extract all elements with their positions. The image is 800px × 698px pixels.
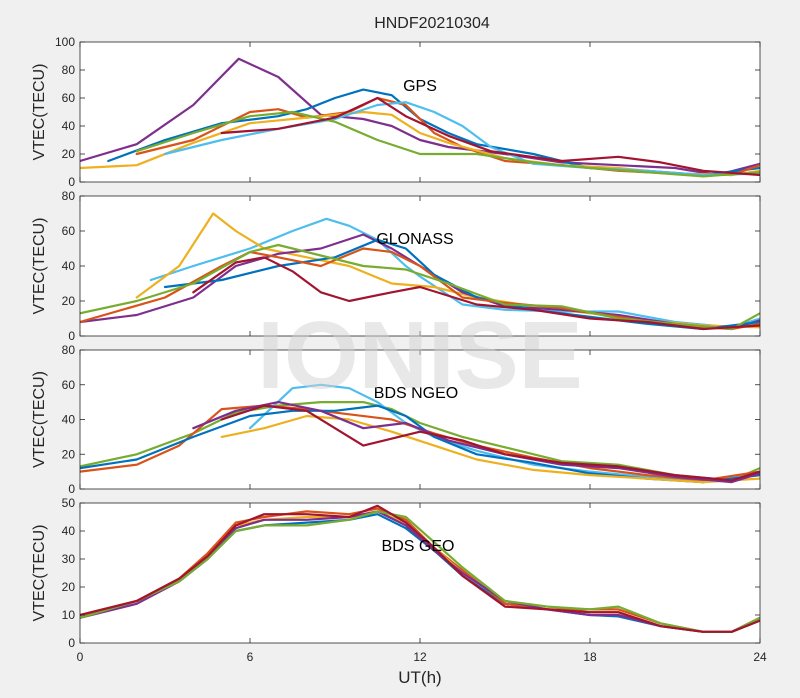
series-line-1 — [80, 57, 760, 177]
series-line-3 — [80, 404, 760, 482]
y-tick-label: 60 — [62, 378, 76, 392]
series-line-7 — [220, 96, 760, 177]
watermark: IONISE — [257, 302, 582, 409]
series-line-5 — [220, 414, 760, 484]
panel-3: 0 20 40 60 80 VTEC(TECU) BDS NGEO — [31, 343, 761, 496]
figure-title: HNDF20210304 — [374, 15, 490, 32]
x-tick-label: 18 — [583, 650, 597, 664]
series-line-6 — [135, 110, 760, 178]
x-tick-label: 12 — [413, 650, 427, 664]
series-group — [80, 57, 760, 178]
y-tick-label: 10 — [62, 608, 76, 622]
y-tick-label: 80 — [62, 189, 76, 203]
y-tick-label: 40 — [62, 259, 76, 273]
y-tick-label: 80 — [62, 63, 76, 77]
panel-label: BDS GEO — [382, 538, 455, 555]
series-group — [80, 212, 760, 331]
panel-1: 0 20 40 60 80 100 VTEC(TECU) GPS — [31, 35, 761, 189]
y-tick-label: 100 — [55, 35, 75, 49]
y-tick-label: 20 — [62, 447, 76, 461]
panel-label: GLONASS — [376, 231, 453, 248]
series-line-4 — [163, 238, 760, 331]
y-tick-label: 0 — [68, 329, 75, 343]
panel-4: 0 10 20 30 40 50 0 6 12 18 24 VTEC(TECU) BDS GEO — [31, 496, 767, 664]
series-line-6 — [192, 401, 760, 484]
y-tick-label: 30 — [62, 552, 76, 566]
y-axis-label: VTEC(TECU) — [31, 64, 48, 161]
y-tick-label: 20 — [62, 147, 76, 161]
y-tick-label: 20 — [62, 580, 76, 594]
series-line-6 — [80, 504, 760, 633]
y-tick-label: 0 — [68, 636, 75, 650]
y-axis-label: VTEC(TECU) — [31, 371, 48, 468]
y-tick-label: 40 — [62, 524, 76, 538]
y-tick-label: 60 — [62, 91, 76, 105]
y-tick-label: 0 — [68, 482, 75, 496]
axes-background — [80, 350, 760, 489]
panel-2: 0 20 40 60 80 VTEC(TECU) GLONASS — [31, 189, 761, 343]
axes-background — [80, 42, 760, 182]
y-tick-label: 40 — [62, 413, 76, 427]
series-group — [80, 383, 760, 484]
y-tick-label: 80 — [62, 343, 76, 357]
series-line-7 — [220, 404, 760, 482]
x-axis-label: UT(h) — [398, 668, 441, 687]
y-tick-label: 20 — [62, 294, 76, 308]
x-tick-label: 6 — [247, 650, 254, 664]
y-tick-label: 60 — [62, 224, 76, 238]
y-axis-label: VTEC(TECU) — [31, 218, 48, 315]
series-group — [80, 504, 760, 633]
panel-label: BDS NGEO — [374, 385, 458, 402]
panel-label: GPS — [403, 78, 437, 95]
y-tick-label: 40 — [62, 119, 76, 133]
series-line-7 — [192, 256, 760, 331]
series-line-5 — [80, 510, 760, 633]
y-tick-label: 0 — [68, 175, 75, 189]
y-axis-label: VTEC(TECU) — [31, 525, 48, 622]
y-tick-label: 50 — [62, 496, 76, 510]
x-tick-label: 0 — [77, 650, 84, 664]
x-tick-label: 24 — [753, 650, 767, 664]
series-line-6 — [80, 243, 760, 331]
